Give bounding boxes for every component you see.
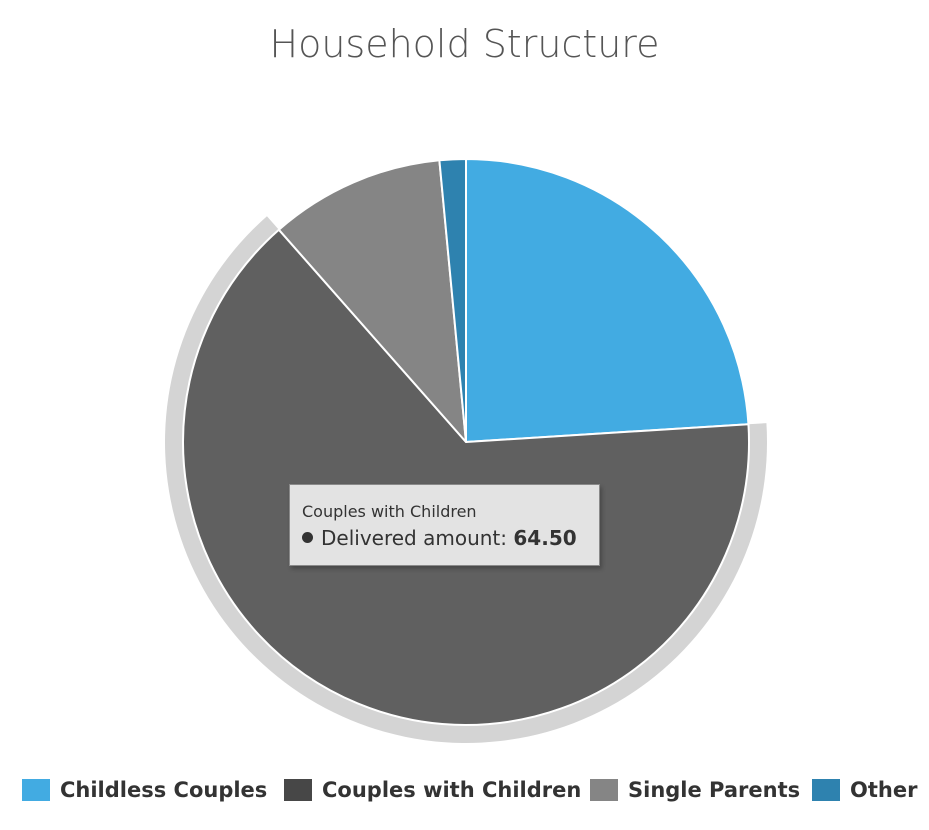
pie-slice-childless-couples[interactable]	[465, 158, 750, 443]
legend-label: Couples with Children	[322, 778, 582, 802]
legend-swatch	[812, 779, 840, 801]
legend-label: Single Parents	[628, 778, 801, 802]
tooltip-header: Couples with Children	[302, 502, 477, 521]
legend-item-childless-couples[interactable]: Childless Couples	[22, 774, 267, 806]
legend-item-couples-with-children[interactable]: Couples with Children	[284, 774, 581, 806]
tooltip-row: Delivered amount: 64.50	[302, 523, 587, 553]
legend-swatch	[284, 779, 312, 801]
chart-title: Household Structure	[269, 22, 660, 66]
legend-swatch	[22, 779, 50, 801]
pie-slice-single-parents[interactable]	[277, 159, 467, 443]
legend: Childless Couples Couples with Children Si…	[0, 774, 929, 806]
tooltip-series-label: Delivered amount	[321, 526, 501, 550]
legend-label: Other	[850, 778, 918, 802]
pie-slice-other[interactable]	[438, 158, 467, 443]
legend-label: Childless Couples	[60, 778, 268, 802]
legend-item-other[interactable]: Other	[812, 774, 917, 806]
pie-slice-couples-with-children[interactable]	[182, 228, 750, 727]
legend-swatch	[590, 779, 618, 801]
tooltip-series-dot	[302, 532, 313, 543]
tooltip: Couples with Children Delivered amount: …	[289, 484, 600, 566]
legend-item-single-parents[interactable]: Single Parents	[590, 774, 800, 806]
pie-slice-halo-couples-with-children	[165, 216, 768, 744]
tooltip-value: 64.50	[513, 526, 577, 550]
